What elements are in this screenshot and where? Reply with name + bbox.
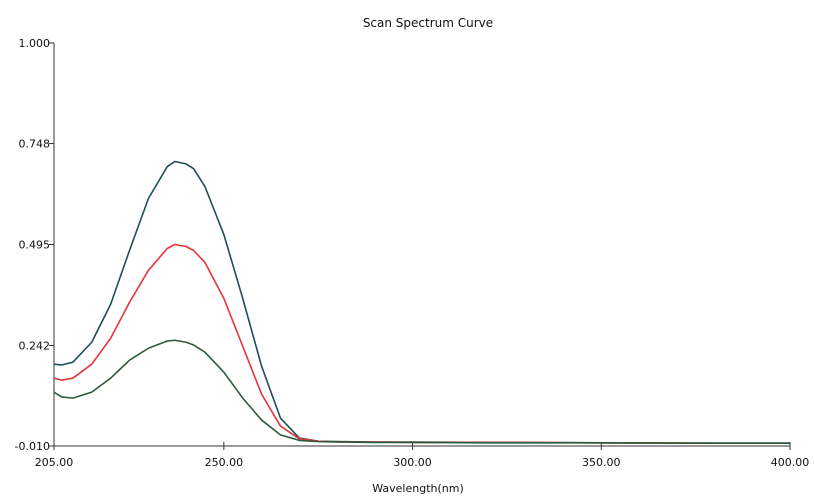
series-group [53,160,790,445]
axis-ticks: -0.010 0.242 0.495 0.748 1.000 205.00 250.00 30… [15,37,810,469]
x-axis-title: Wavelength(nm) [372,482,464,495]
series-line-2 [53,243,790,445]
series-line-3 [53,339,790,445]
axes [53,43,790,447]
y-tick-label: 0.748 [19,138,51,151]
x-tick-label: 250.00 [205,456,244,469]
y-tick-label: 0.242 [19,339,51,352]
x-tick-label: 205.00 [35,456,74,469]
y-tick-label: 0.495 [19,239,51,252]
y-tick-label: 1.000 [19,37,51,50]
x-tick-label: 400.00 [771,456,810,469]
y-tick-label: -0.010 [15,440,50,453]
chart-title: Scan Spectrum Curve [363,16,493,30]
series-line-1 [53,160,790,445]
x-tick-label: 300.00 [393,456,432,469]
x-tick-label: 350.00 [582,456,621,469]
